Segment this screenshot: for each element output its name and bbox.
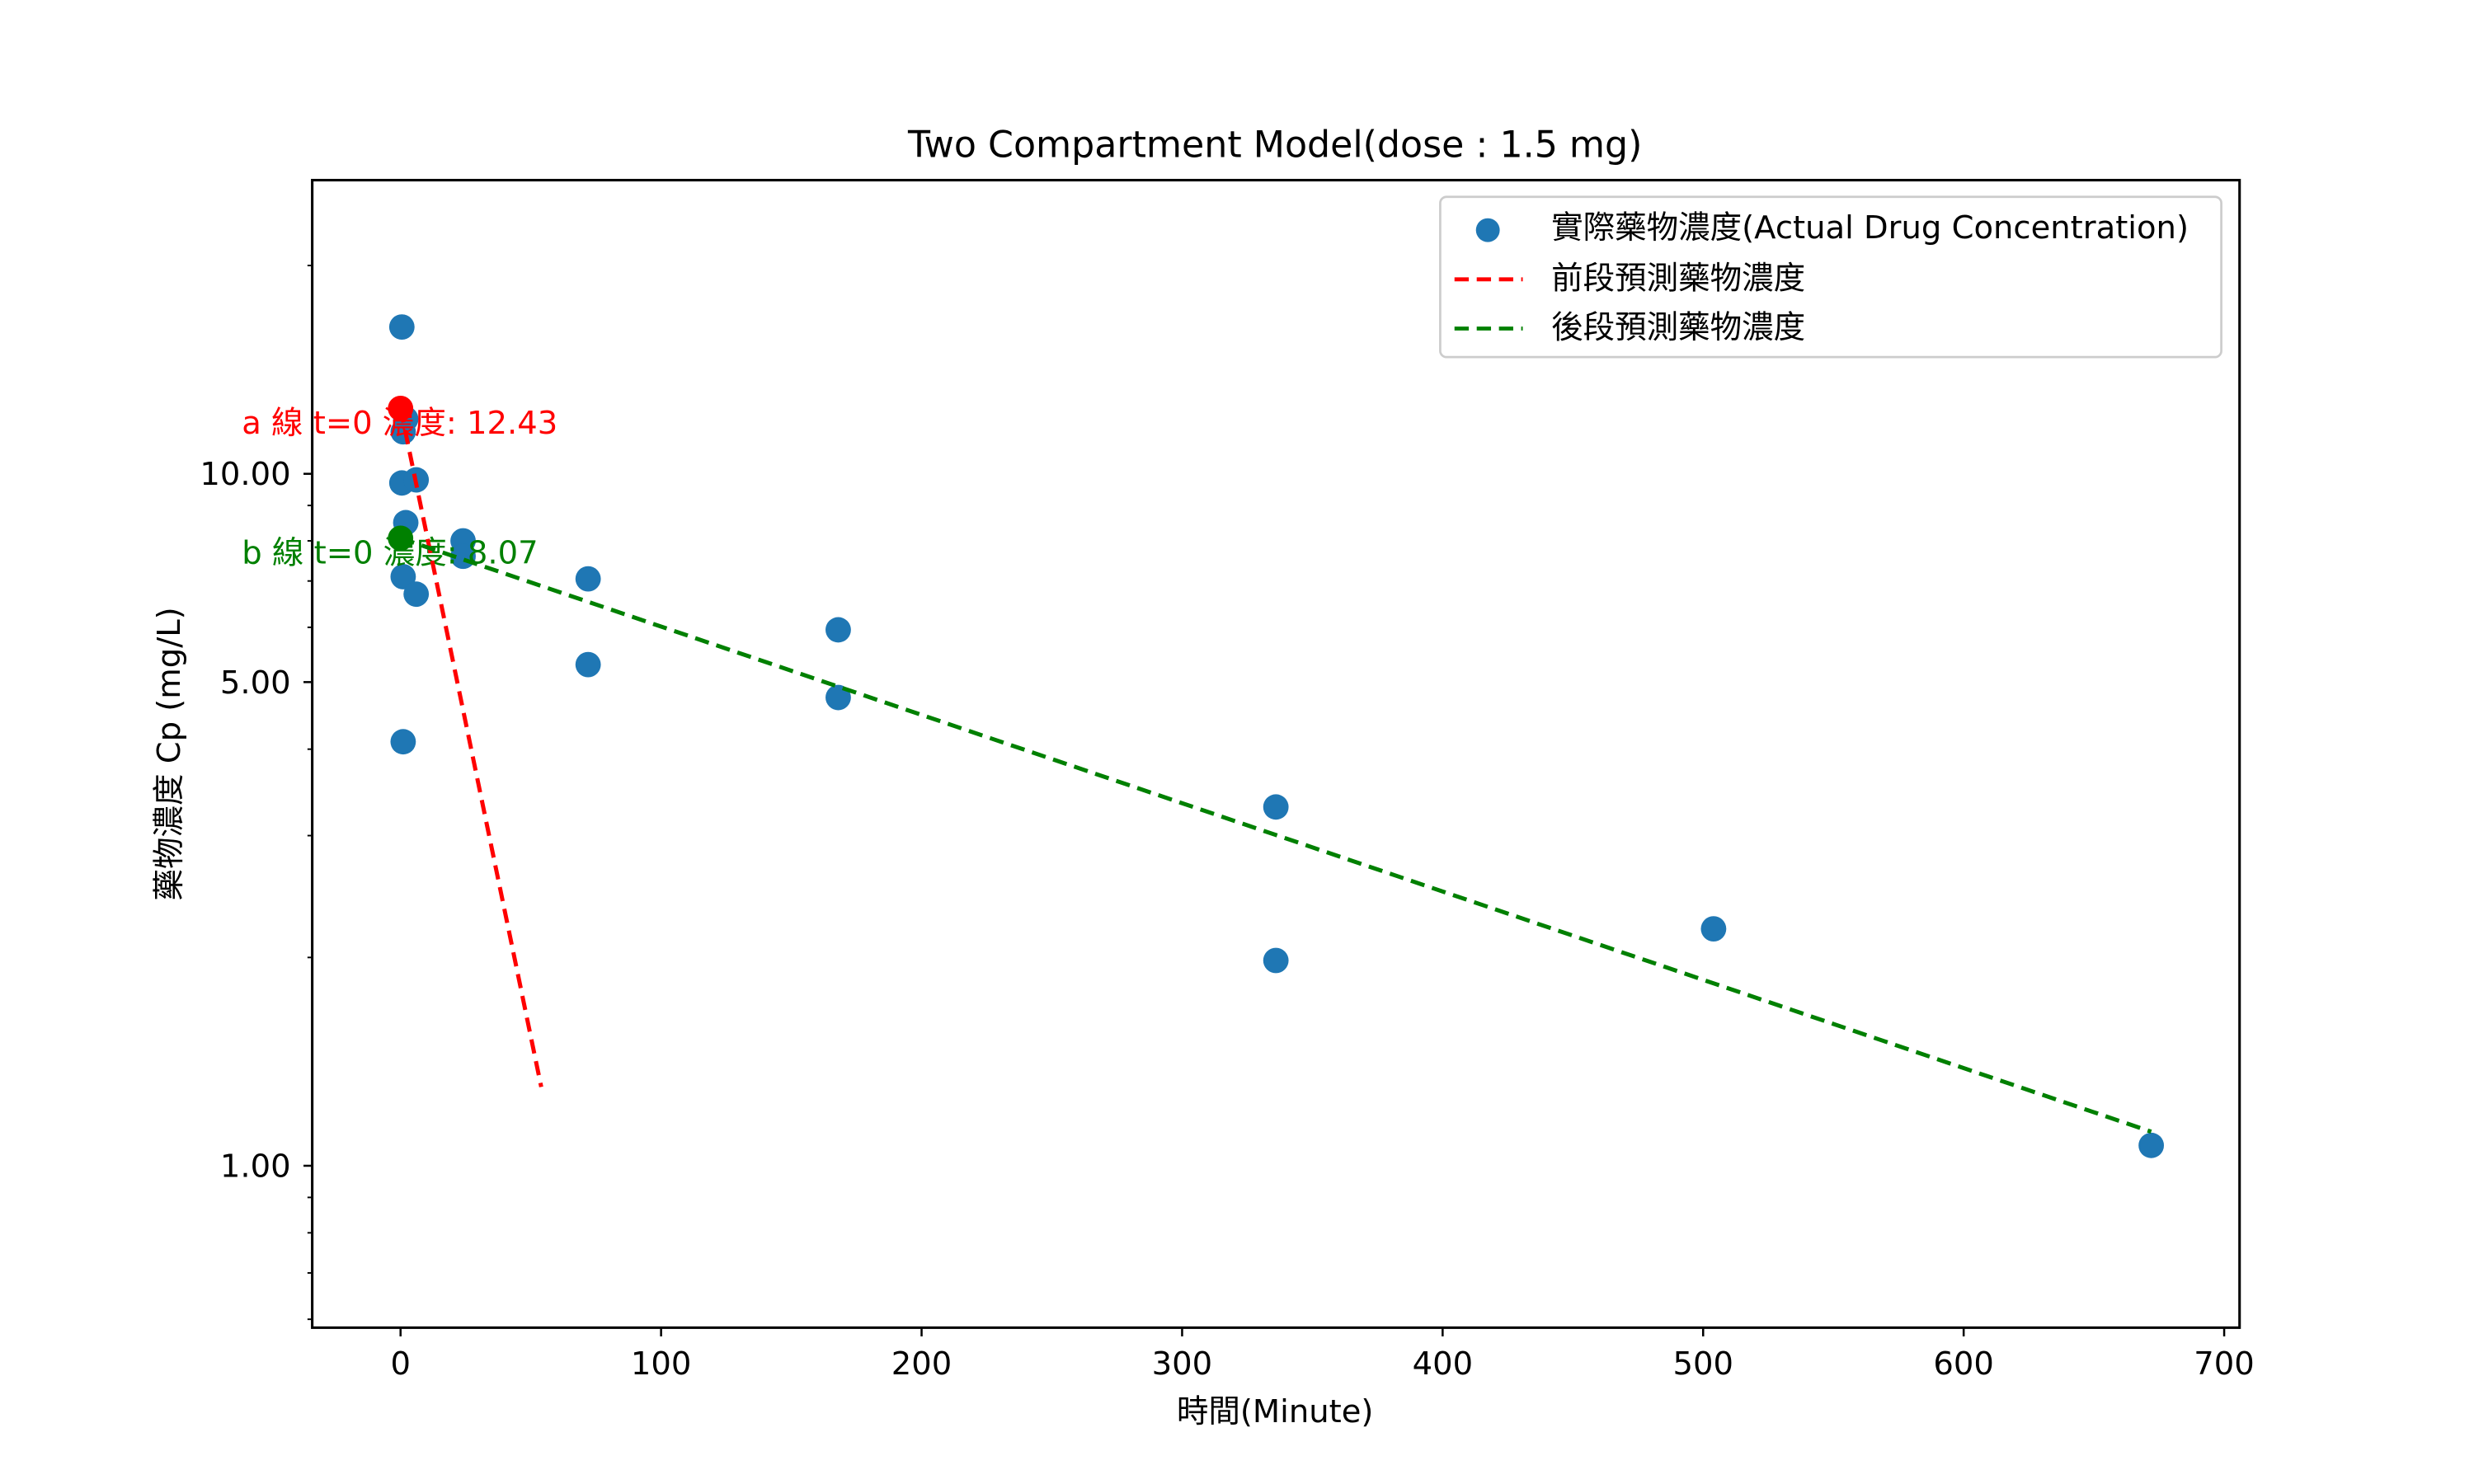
data-point: [575, 651, 601, 678]
x-tick-label: 300: [1152, 1345, 1212, 1383]
y-tick-label: 1.00: [220, 1148, 291, 1185]
x-tick-label: 100: [631, 1345, 692, 1383]
data-point: [390, 564, 416, 589]
data-point: [390, 729, 416, 755]
data-point: [1263, 794, 1289, 820]
data-point: [2138, 1132, 2165, 1158]
data-point: [575, 566, 601, 592]
plot-frame: [311, 178, 2241, 1329]
legend: 實際藥物濃度(Actual Drug Concentration) 前段預測藥物…: [1439, 195, 2222, 359]
x-tick-label: 0: [390, 1345, 411, 1383]
late-phase-line: [399, 536, 2152, 1134]
x-tick-label: 600: [1933, 1345, 1994, 1383]
intercept-marker-b: [388, 525, 414, 552]
y-axis-label: 藥物濃度 Cp (mg/L): [151, 607, 188, 900]
legend-box: [1439, 195, 2222, 359]
legend-label-late-phase: 後段預測藥物濃度: [1551, 309, 1805, 346]
x-tick-label: 400: [1413, 1345, 1474, 1383]
legend-label-early-phase: 前段預測藥物濃度: [1551, 260, 1805, 297]
legend-label-actual: 實際藥物濃度(Actual Drug Concentration): [1551, 209, 2189, 247]
data-point: [1700, 916, 1727, 942]
data-point: [1263, 947, 1289, 974]
legend-marker-scatter: [1475, 218, 1500, 242]
data-point: [825, 617, 851, 643]
early-phase-line: [398, 407, 543, 1087]
intercept-marker-a: [388, 396, 414, 421]
y-tick-label: 10.00: [200, 456, 290, 493]
x-tick-label: 700: [2194, 1345, 2255, 1383]
chart-title: Two Compartment Model(dose : 1.5 mg): [907, 124, 1642, 167]
data-point: [403, 581, 430, 608]
x-axis-label: 時間(Minute): [1177, 1393, 1374, 1430]
y-tick-label: 5.00: [220, 665, 291, 702]
x-tick-label: 500: [1673, 1345, 1734, 1383]
data-point: [388, 314, 415, 340]
data-point: [825, 684, 851, 711]
x-tick-label: 200: [891, 1345, 952, 1383]
